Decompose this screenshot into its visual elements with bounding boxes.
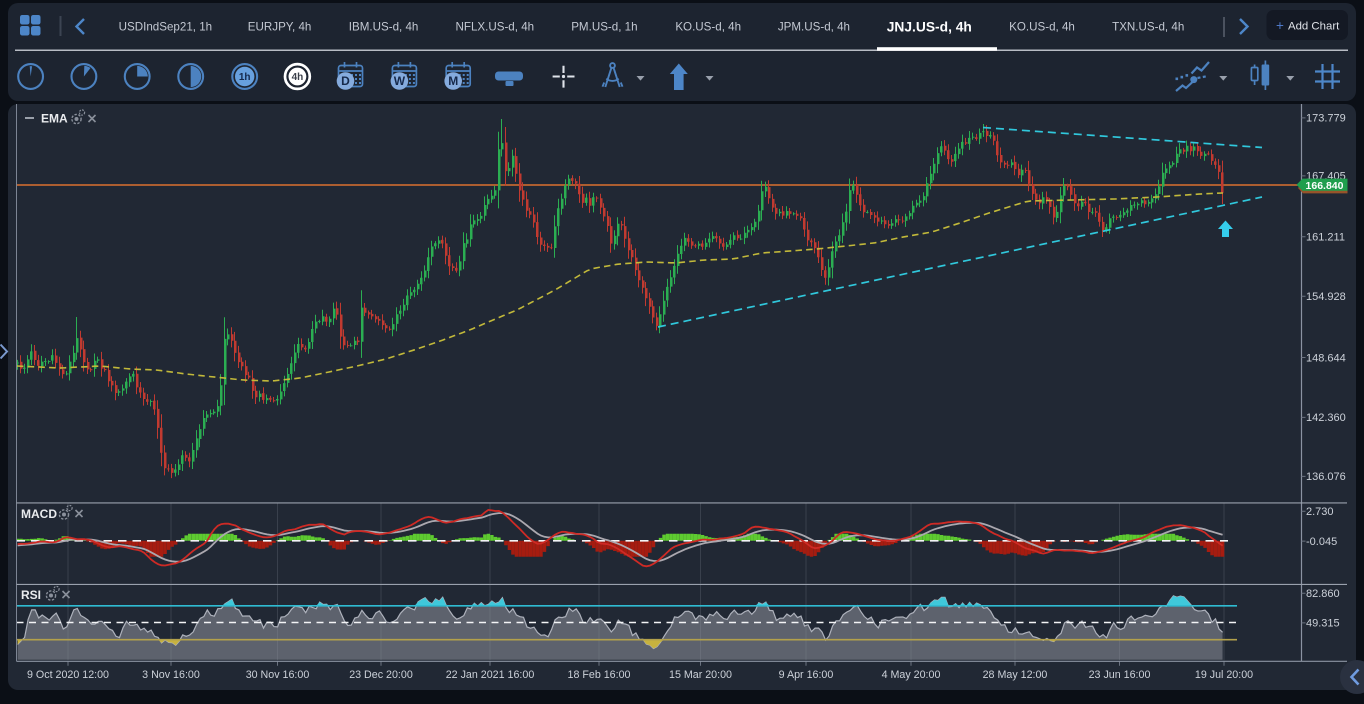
svg-text:173.779: 173.779 (1306, 113, 1346, 125)
svg-text:RSI: RSI (21, 588, 41, 602)
svg-text:49.315: 49.315 (1306, 618, 1340, 630)
svg-text:JPM.US-d, 4h: JPM.US-d, 4h (778, 21, 850, 34)
svg-text:4h: 4h (292, 72, 304, 83)
svg-text:NFLX.US-d, 4h: NFLX.US-d, 4h (455, 21, 534, 34)
svg-text:154.928: 154.928 (1306, 291, 1346, 303)
svg-text:2.730: 2.730 (1306, 506, 1334, 518)
svg-text:9 Oct 2020 12:00: 9 Oct 2020 12:00 (27, 669, 109, 681)
svg-text:D: D (341, 74, 350, 88)
svg-text:136.076: 136.076 (1306, 471, 1346, 483)
svg-text:142.360: 142.360 (1306, 412, 1346, 424)
svg-text:30 Nov 16:00: 30 Nov 16:00 (246, 669, 310, 681)
svg-text:9 Apr 16:00: 9 Apr 16:00 (779, 669, 834, 681)
svg-text:EMA: EMA (41, 112, 68, 126)
svg-text:22 Jan 2021 16:00: 22 Jan 2021 16:00 (446, 669, 535, 681)
svg-text:161.211: 161.211 (1306, 232, 1345, 244)
svg-text:PM.US-d, 1h: PM.US-d, 1h (571, 21, 637, 34)
svg-text:TXN.US-d, 4h: TXN.US-d, 4h (1112, 21, 1184, 34)
svg-text:KO.US-d, 4h: KO.US-d, 4h (1009, 21, 1075, 34)
svg-text:M: M (448, 74, 458, 88)
svg-text:28 May 12:00: 28 May 12:00 (983, 669, 1048, 681)
svg-text:1h: 1h (239, 72, 251, 83)
svg-text:USDIndSep21, 1h: USDIndSep21, 1h (119, 21, 212, 34)
svg-text:166.840: 166.840 (1306, 180, 1344, 192)
svg-text:KO.US-d, 4h: KO.US-d, 4h (675, 21, 741, 34)
svg-text:23 Jun 16:00: 23 Jun 16:00 (1089, 669, 1151, 681)
svg-text:148.644: 148.644 (1306, 352, 1346, 364)
svg-text:Add Chart: Add Chart (1288, 20, 1340, 32)
svg-text:MACD: MACD (21, 507, 57, 521)
svg-text:4 May 20:00: 4 May 20:00 (882, 669, 941, 681)
svg-text:IBM.US-d, 4h: IBM.US-d, 4h (349, 21, 419, 34)
svg-text:19 Jul 20:00: 19 Jul 20:00 (1195, 669, 1253, 681)
svg-text:EURJPY, 4h: EURJPY, 4h (248, 21, 312, 34)
svg-text:82.860: 82.860 (1306, 588, 1340, 600)
svg-text:W: W (394, 74, 406, 88)
svg-text:23 Dec 20:00: 23 Dec 20:00 (349, 669, 413, 681)
svg-text:15 Mar 20:00: 15 Mar 20:00 (669, 669, 732, 681)
svg-text:3 Nov 16:00: 3 Nov 16:00 (142, 669, 200, 681)
svg-text:+: + (1276, 18, 1284, 33)
svg-text:18 Feb 16:00: 18 Feb 16:00 (568, 669, 631, 681)
svg-text:-0.045: -0.045 (1306, 536, 1337, 548)
svg-text:JNJ.US-d, 4h: JNJ.US-d, 4h (887, 20, 972, 35)
